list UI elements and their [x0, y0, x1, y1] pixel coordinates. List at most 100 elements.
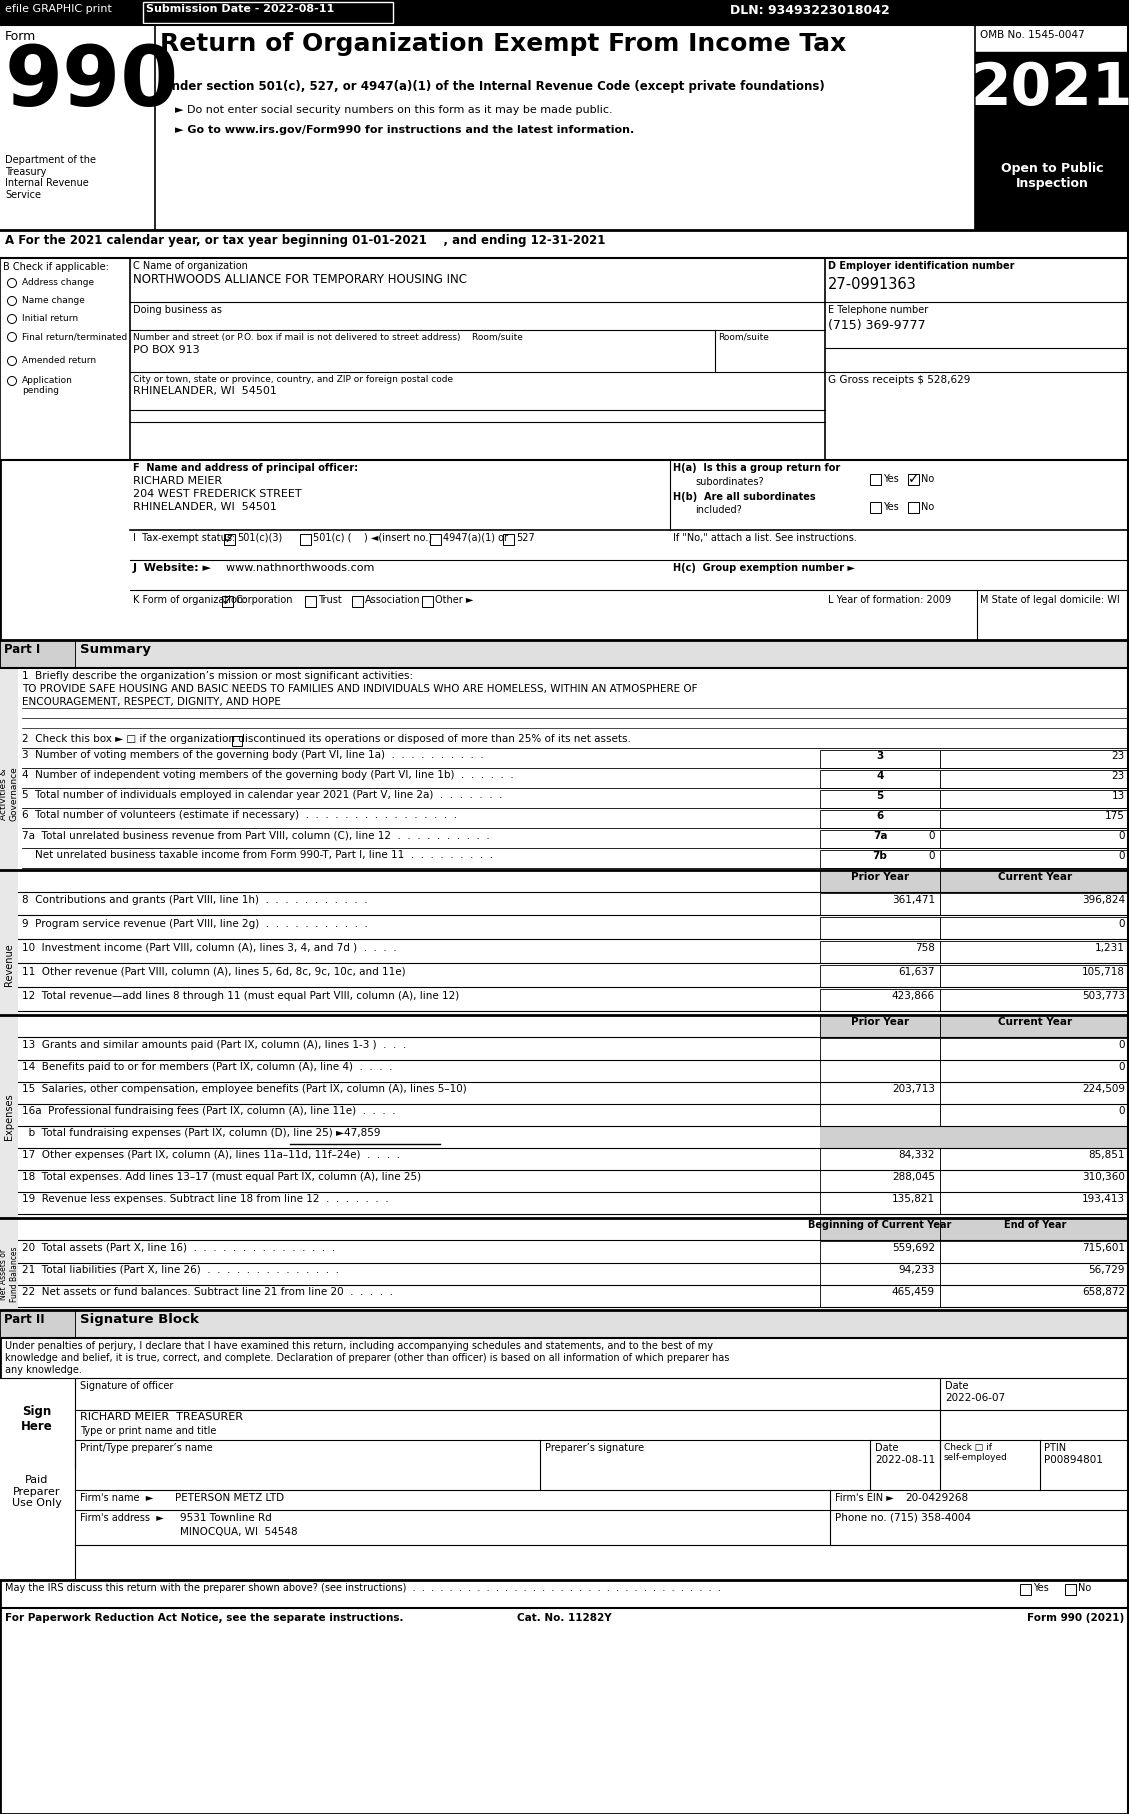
Bar: [18, 1148, 820, 1170]
Bar: [940, 989, 1129, 1010]
Text: M State of legal domicile: WI: M State of legal domicile: WI: [980, 595, 1120, 606]
Text: RICHARD MEIER: RICHARD MEIER: [133, 475, 222, 486]
Text: Other ►: Other ►: [435, 595, 473, 606]
Text: 501(c)(3): 501(c)(3): [237, 533, 282, 542]
Bar: [975, 53, 1129, 152]
Text: 0: 0: [1119, 851, 1124, 862]
Bar: [18, 1016, 820, 1038]
Text: No: No: [1078, 1584, 1092, 1593]
Bar: [0, 871, 18, 1059]
Bar: [820, 1263, 940, 1284]
Bar: [75, 1310, 1129, 1339]
Bar: [820, 1038, 940, 1059]
Text: 23: 23: [1112, 751, 1124, 762]
Text: 85,851: 85,851: [1088, 1150, 1124, 1159]
Text: D Employer identification number: D Employer identification number: [828, 261, 1015, 270]
Text: Net unrelated business taxable income from Form 990-T, Part I, line 11  .  .  . : Net unrelated business taxable income fr…: [21, 851, 493, 860]
Bar: [940, 1038, 1129, 1059]
Text: Current Year: Current Year: [998, 1018, 1073, 1027]
Text: Part I: Part I: [5, 642, 41, 657]
Text: 135,821: 135,821: [892, 1194, 935, 1204]
Text: 2  Check this box ► □ if the organization discontinued its operations or dispose: 2 Check this box ► □ if the organization…: [21, 735, 631, 744]
Text: Summary: Summary: [80, 642, 151, 657]
Bar: [820, 749, 940, 767]
Text: 658,872: 658,872: [1082, 1286, 1124, 1297]
Text: Under section 501(c), 527, or 4947(a)(1) of the Internal Revenue Code (except pr: Under section 501(c), 527, or 4947(a)(1)…: [161, 80, 825, 93]
Bar: [18, 1126, 820, 1148]
Text: 4: 4: [876, 771, 884, 782]
Text: ✓: ✓: [908, 472, 919, 486]
Text: TO PROVIDE SAFE HOUSING AND BASIC NEEDS TO FAMILIES AND INDIVIDUALS WHO ARE HOME: TO PROVIDE SAFE HOUSING AND BASIC NEEDS …: [21, 684, 698, 695]
Text: 9  Program service revenue (Part VIII, line 2g)  .  .  .  .  .  .  .  .  .  .  .: 9 Program service revenue (Part VIII, li…: [21, 920, 368, 929]
Bar: [940, 1105, 1129, 1126]
Text: Department of the
Treasury
Internal Revenue
Service: Department of the Treasury Internal Reve…: [5, 154, 96, 200]
Bar: [820, 831, 940, 847]
Bar: [0, 0, 1129, 25]
Text: 10  Investment income (Part VIII, column (A), lines 3, 4, and 7d )  .  .  .  .: 10 Investment income (Part VIII, column …: [21, 943, 396, 952]
Text: 501(c) (    ) ◄(insert no.): 501(c) ( ) ◄(insert no.): [313, 533, 432, 542]
Bar: [977, 590, 1129, 640]
Text: J  Website: ►: J Website: ►: [133, 562, 212, 573]
Bar: [820, 918, 940, 940]
Text: 15  Salaries, other compensation, employee benefits (Part IX, column (A), lines : 15 Salaries, other compensation, employe…: [21, 1085, 466, 1094]
Bar: [300, 533, 310, 544]
Text: Prior Year: Prior Year: [851, 1018, 909, 1027]
Text: Under penalties of perjury, I declare that I have examined this return, includin: Under penalties of perjury, I declare th…: [5, 1341, 714, 1351]
Text: PETERSON METZ LTD: PETERSON METZ LTD: [175, 1493, 285, 1504]
Text: 0: 0: [1119, 831, 1124, 842]
Text: 5  Total number of individuals employed in calendar year 2021 (Part V, line 2a) : 5 Total number of individuals employed i…: [21, 791, 502, 800]
Bar: [18, 965, 820, 987]
Text: Application
pending: Application pending: [21, 375, 73, 395]
Text: 715,601: 715,601: [1082, 1243, 1124, 1253]
Text: ► Do not enter social security numbers on this form as it may be made public.: ► Do not enter social security numbers o…: [175, 105, 613, 114]
Text: I  Tax-exempt status:: I Tax-exempt status:: [133, 533, 235, 542]
Text: Print/Type preparer’s name: Print/Type preparer’s name: [80, 1442, 212, 1453]
Text: G Gross receipts $ 528,629: G Gross receipts $ 528,629: [828, 375, 970, 385]
Text: 19  Revenue less expenses. Subtract line 18 from line 12  .  .  .  .  .  .  .: 19 Revenue less expenses. Subtract line …: [21, 1194, 388, 1204]
Bar: [18, 1217, 820, 1241]
Bar: [820, 1105, 940, 1126]
Text: 9531 Townline Rd: 9531 Townline Rd: [180, 1513, 272, 1524]
Text: 5: 5: [876, 791, 884, 802]
Text: Paid
Preparer
Use Only: Paid Preparer Use Only: [12, 1475, 62, 1507]
Text: 0: 0: [1119, 1107, 1124, 1116]
Text: RHINELANDER, WI  54501: RHINELANDER, WI 54501: [133, 386, 277, 395]
Bar: [0, 1310, 75, 1339]
Bar: [820, 1241, 940, 1263]
Text: subordinates?: subordinates?: [695, 477, 763, 486]
Bar: [18, 1081, 820, 1105]
Bar: [18, 1059, 820, 1081]
Bar: [140, 0, 143, 25]
Text: Yes: Yes: [883, 502, 899, 512]
Bar: [669, 461, 1129, 530]
Text: RHINELANDER, WI  54501: RHINELANDER, WI 54501: [133, 502, 277, 512]
Text: 2021: 2021: [971, 60, 1129, 116]
Text: 0: 0: [1119, 1039, 1124, 1050]
Text: any knowledge.: any knowledge.: [5, 1364, 82, 1375]
Text: PTIN: PTIN: [1044, 1442, 1066, 1453]
Text: H(a)  Is this a group return for: H(a) Is this a group return for: [673, 463, 840, 473]
Bar: [940, 811, 1129, 827]
Bar: [820, 871, 940, 892]
Bar: [669, 561, 1129, 590]
Text: C Name of organization: C Name of organization: [133, 261, 248, 270]
Bar: [130, 561, 669, 590]
Bar: [940, 892, 1129, 914]
Bar: [940, 965, 1129, 987]
Bar: [352, 597, 364, 608]
Bar: [820, 851, 940, 869]
Bar: [908, 473, 919, 484]
Text: Date: Date: [875, 1442, 899, 1453]
Text: 4947(a)(1) or: 4947(a)(1) or: [443, 533, 508, 542]
Bar: [143, 2, 393, 24]
Text: End of Year: End of Year: [1004, 1221, 1066, 1230]
Bar: [975, 25, 1129, 230]
Bar: [430, 533, 441, 544]
Text: b  Total fundraising expenses (Part IX, column (D), line 25) ►47,859: b Total fundraising expenses (Part IX, c…: [21, 1128, 380, 1137]
Text: Number and street (or P.O. box if mail is not delivered to street address)    Ro: Number and street (or P.O. box if mail i…: [133, 334, 523, 343]
Text: A For the 2021 calendar year, or tax year beginning 01-01-2021    , and ending 1: A For the 2021 calendar year, or tax yea…: [5, 234, 605, 247]
Text: H(b)  Are all subordinates: H(b) Are all subordinates: [673, 492, 815, 502]
Text: Return of Organization Exempt From Income Tax: Return of Organization Exempt From Incom…: [160, 33, 847, 56]
Bar: [975, 152, 1129, 230]
Text: 16a  Professional fundraising fees (Part IX, column (A), line 11e)  .  .  .  .: 16a Professional fundraising fees (Part …: [21, 1107, 395, 1116]
